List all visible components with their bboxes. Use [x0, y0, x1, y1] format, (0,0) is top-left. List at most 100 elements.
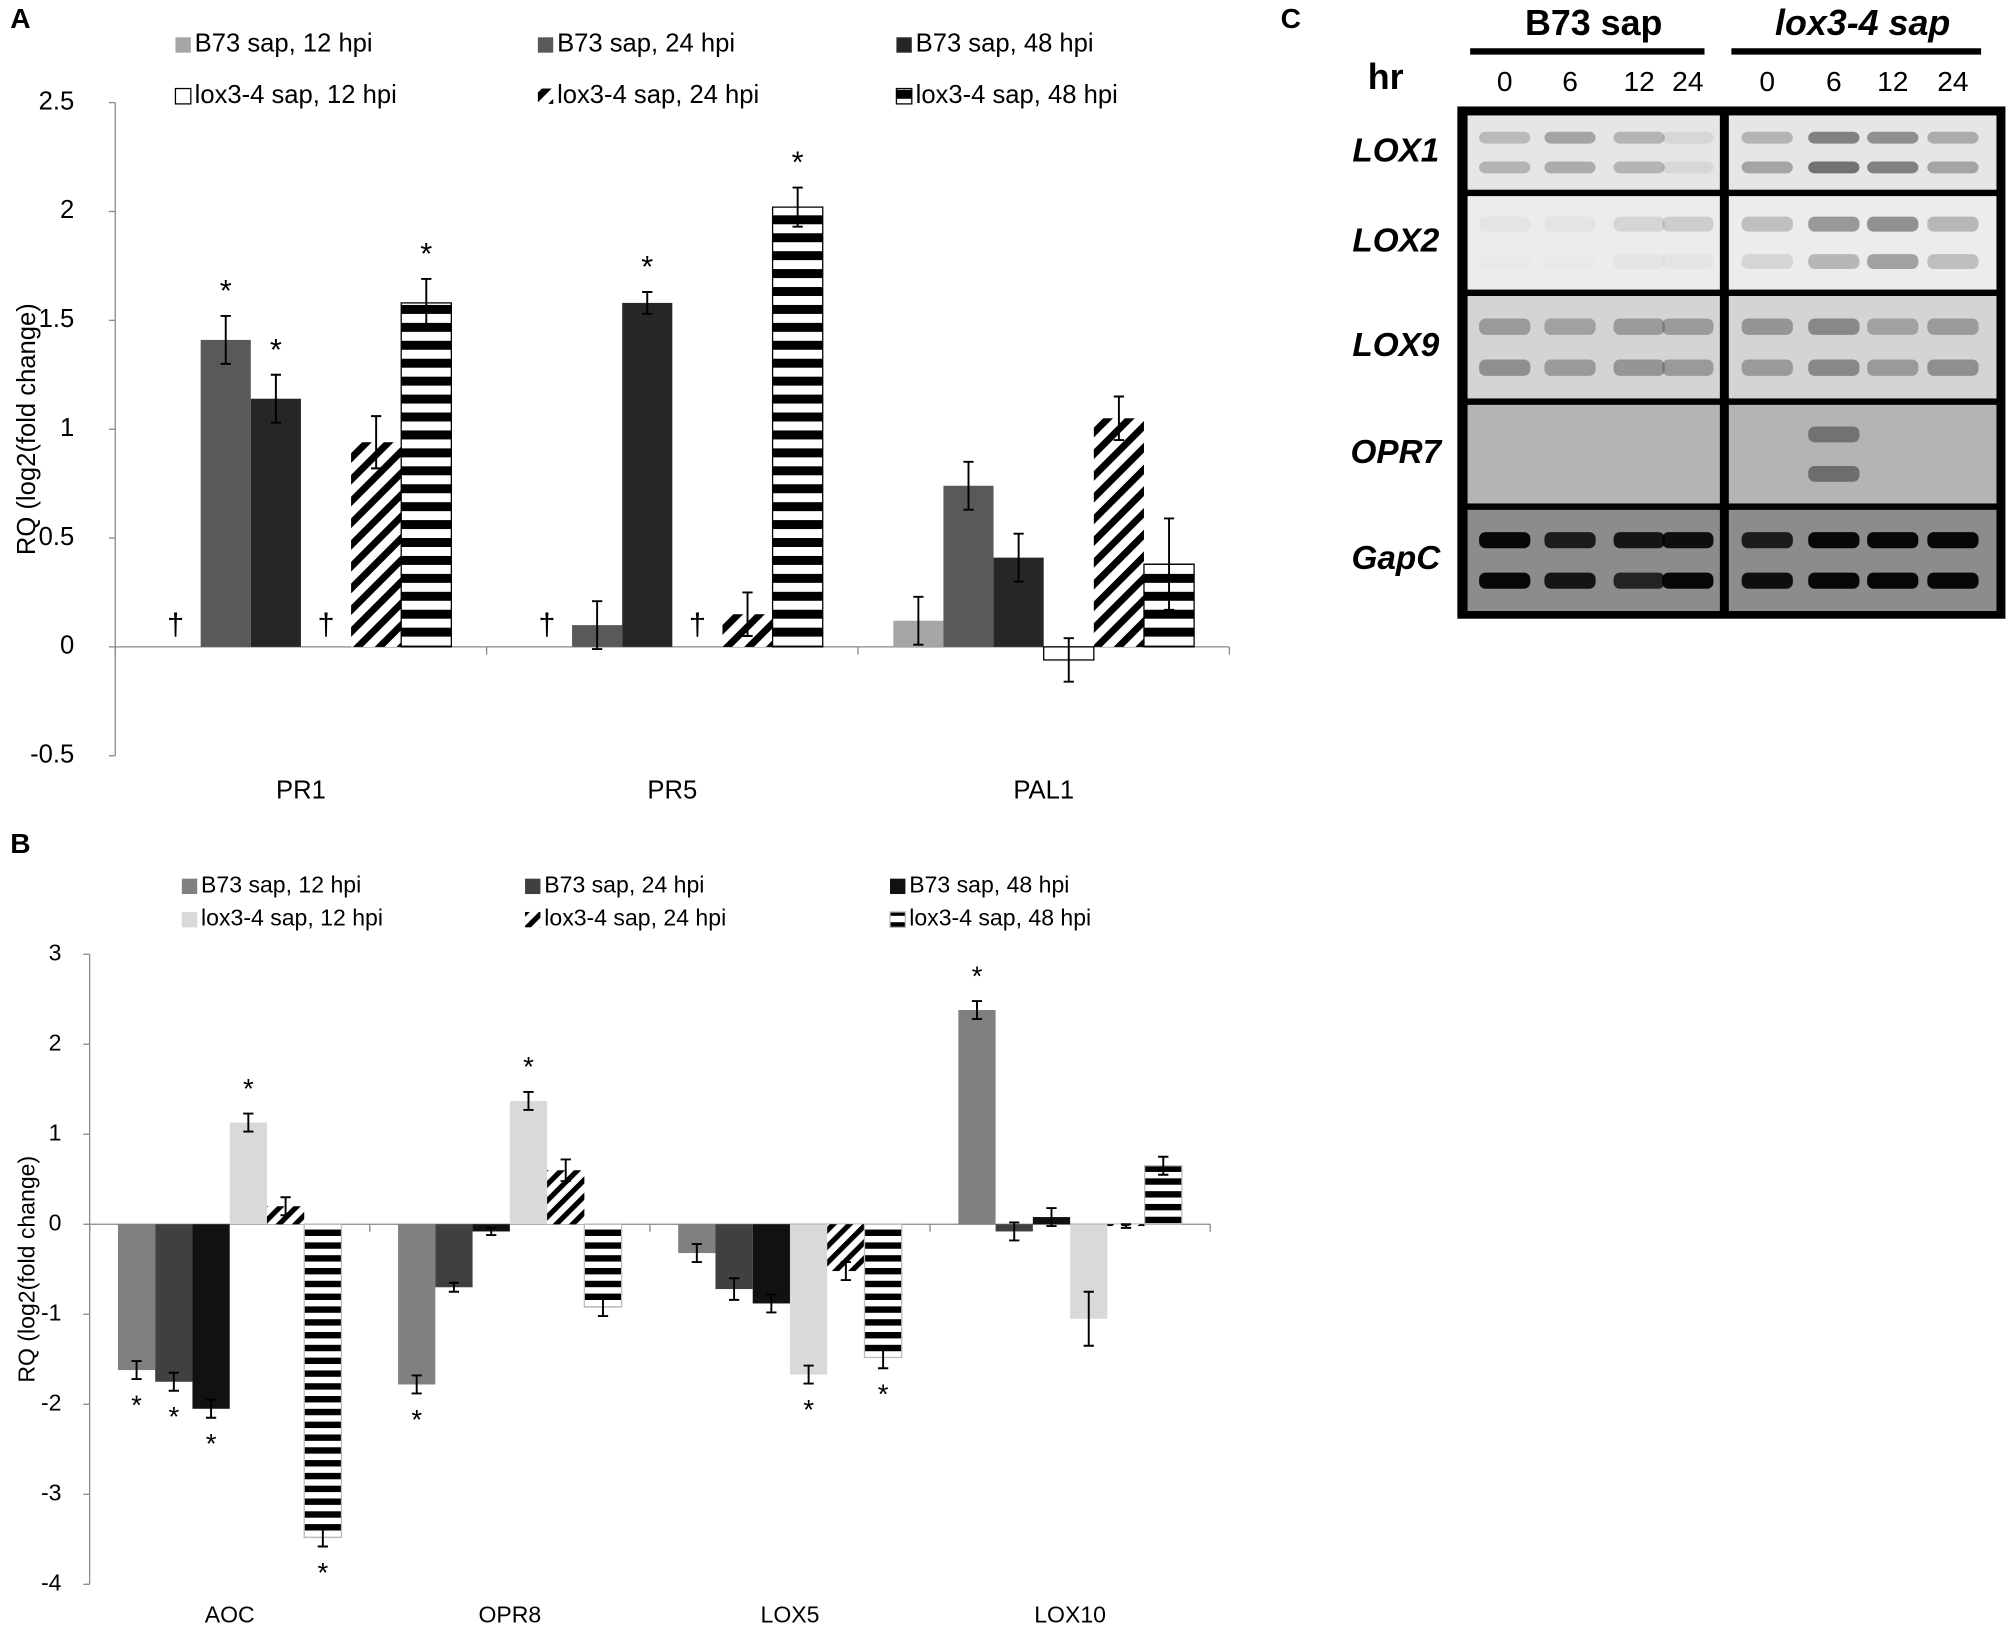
- bar: [943, 485, 994, 647]
- y-axis-label: RQ (log2(fold change): [13, 1156, 39, 1383]
- gel-band: [1741, 131, 1793, 144]
- gel-band: [1662, 318, 1714, 335]
- gel-band: [1613, 161, 1665, 174]
- gel-band: [1544, 572, 1596, 589]
- legend-label: lox3-4 sap, 48 hpi: [909, 905, 1091, 931]
- gel-band: [1544, 359, 1596, 376]
- legend-swatch: [890, 878, 906, 895]
- gel-band: [1479, 359, 1531, 376]
- bar: [200, 339, 251, 647]
- gel-band: [1613, 572, 1665, 589]
- gel-band: [1808, 359, 1860, 376]
- y-tick-label: 2: [60, 196, 74, 224]
- time-label: 0: [1759, 65, 1775, 97]
- gel-band: [1808, 318, 1860, 335]
- legend-swatch: [175, 37, 191, 53]
- gel-band: [1867, 572, 1919, 589]
- gel-band: [1662, 254, 1714, 270]
- error-bar: [421, 277, 432, 328]
- error-bar: [742, 591, 753, 637]
- error-bar: [243, 1112, 254, 1133]
- bar: [863, 1223, 903, 1359]
- significance-marker: *: [168, 1401, 179, 1432]
- legend-label: lox3-4 sap, 48 hpi: [916, 81, 1118, 109]
- legend-swatch: [537, 88, 554, 104]
- gel-band: [1927, 131, 1979, 144]
- significance-marker: *: [523, 1051, 534, 1082]
- error-bar: [411, 1374, 422, 1395]
- gel-band: [1544, 161, 1596, 174]
- significance-marker: †: [317, 607, 334, 642]
- legend-label: B73 sap, 12 hpi: [195, 30, 373, 58]
- gel-band: [1867, 254, 1919, 270]
- significance-marker: *: [803, 1394, 814, 1425]
- bar: [351, 442, 402, 647]
- bar: [958, 1010, 996, 1225]
- legend-swatch: [896, 37, 912, 53]
- time-label: 12: [1877, 65, 1908, 97]
- gene-label: LOX2: [1352, 223, 1439, 260]
- time-label: 0: [1497, 65, 1513, 97]
- gel-row: [1467, 295, 1720, 399]
- significance-marker: *: [641, 249, 653, 284]
- y-tick-label: 1.5: [39, 305, 75, 333]
- gel-band: [1479, 572, 1531, 589]
- time-label: 6: [1562, 65, 1578, 97]
- gel-band: [1741, 318, 1793, 335]
- y-tick-label: -1: [41, 1299, 62, 1325]
- bar: [400, 302, 452, 648]
- gel-band: [1867, 532, 1919, 549]
- y-tick-label: 2.5: [39, 87, 75, 115]
- gel-row: [1728, 295, 1997, 399]
- gel-band: [1662, 161, 1714, 174]
- gel-row: [1728, 509, 1997, 612]
- gel-band: [1479, 131, 1531, 144]
- significance-marker: *: [270, 332, 282, 367]
- error-bar: [1158, 1155, 1169, 1176]
- error-bar: [1063, 637, 1074, 683]
- error-bar: [971, 1000, 983, 1020]
- gel-band: [1927, 572, 1979, 589]
- error-bar: [1013, 532, 1024, 583]
- error-bar: [913, 595, 924, 646]
- gel-band: [1544, 318, 1596, 335]
- bar: [155, 1224, 193, 1382]
- y-tick-label: 1: [60, 414, 74, 442]
- gel-band: [1927, 532, 1979, 549]
- gene-label: GapC: [1351, 540, 1441, 577]
- error-bar: [1009, 1221, 1020, 1242]
- y-tick-label: 3: [49, 939, 62, 965]
- legend-swatch: [895, 87, 913, 105]
- error-bar: [1083, 1290, 1094, 1347]
- significance-marker: †: [167, 607, 184, 642]
- time-label: 24: [1672, 65, 1703, 97]
- y-axis-label: RQ (log2(fold change): [13, 303, 41, 555]
- error-bar: [486, 1226, 497, 1237]
- gel-band: [1662, 532, 1714, 549]
- panel-label: A: [10, 2, 30, 34]
- gel-row: [1728, 404, 1997, 504]
- gel-band: [1741, 359, 1793, 376]
- error-bar: [280, 1196, 291, 1217]
- legend-label: B73 sap, 48 hpi: [916, 30, 1094, 58]
- error-bar: [560, 1158, 571, 1183]
- error-bar: [766, 1293, 777, 1314]
- gel-band: [1662, 131, 1714, 144]
- gel-band: [1479, 254, 1530, 269]
- y-tick-label: 0.5: [39, 523, 75, 551]
- error-bar: [1113, 395, 1125, 442]
- gel-band: [1741, 572, 1793, 589]
- significance-marker: *: [972, 960, 983, 991]
- x-tick-label: LOX5: [761, 1601, 820, 1627]
- gel-row: [1728, 115, 1997, 190]
- bar: [229, 1122, 267, 1225]
- significance-marker: *: [411, 1404, 422, 1435]
- gel-row: [1728, 196, 1997, 290]
- error-bar: [523, 1090, 534, 1111]
- bar: [622, 302, 673, 647]
- error-bar: [803, 1364, 814, 1385]
- panel-label: B: [10, 827, 30, 859]
- gel-band: [1613, 318, 1665, 335]
